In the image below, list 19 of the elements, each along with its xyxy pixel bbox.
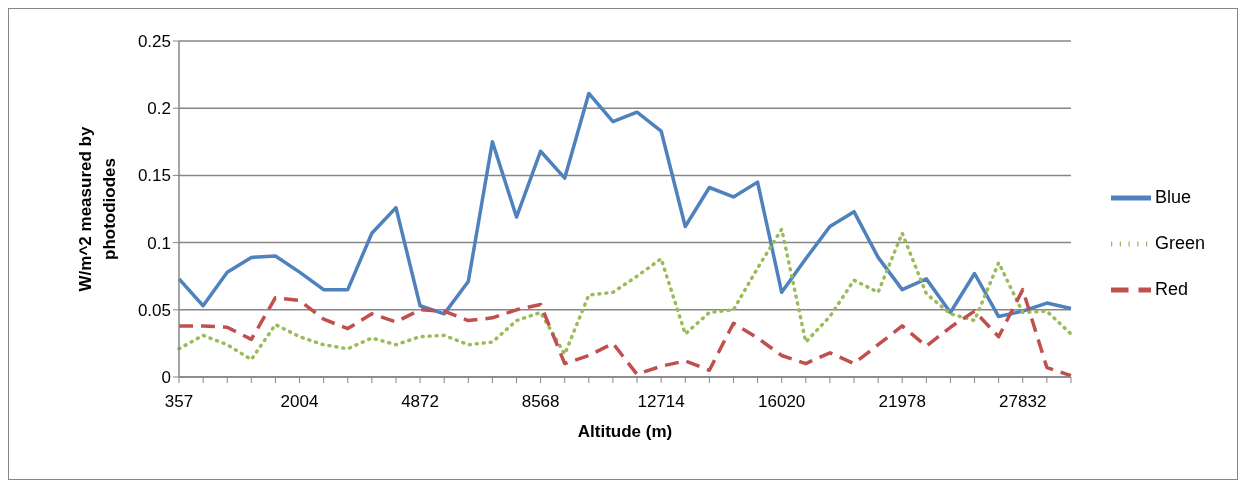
y-tick-label: 0.05 [137, 300, 171, 320]
y-tick-label: 0.25 [137, 32, 171, 52]
legend-label: Red [1154, 279, 1188, 299]
y-axis-title: W/m^2 measured by photodiodes [76, 126, 119, 292]
x-tick-label: 2004 [280, 392, 319, 412]
y-tick-label: 0.1 [147, 233, 171, 253]
x-tick-label: 12714 [637, 392, 685, 412]
legend-label: Green [1154, 233, 1205, 253]
y-tick-label: 0.15 [137, 166, 171, 186]
x-axis-title: Altitude (m) [577, 422, 673, 441]
x-tick-label: 8568 [521, 392, 560, 412]
legend-label: Blue [1154, 187, 1191, 207]
y-tick-label: 0 [161, 368, 171, 388]
x-tick-label: 16020 [758, 392, 806, 412]
x-tick-label: 27832 [999, 392, 1047, 412]
x-tick-label: 357 [164, 392, 194, 412]
x-tick-label: 21978 [878, 392, 926, 412]
x-tick-label: 4872 [401, 392, 439, 412]
y-tick-label: 0.2 [147, 99, 171, 119]
